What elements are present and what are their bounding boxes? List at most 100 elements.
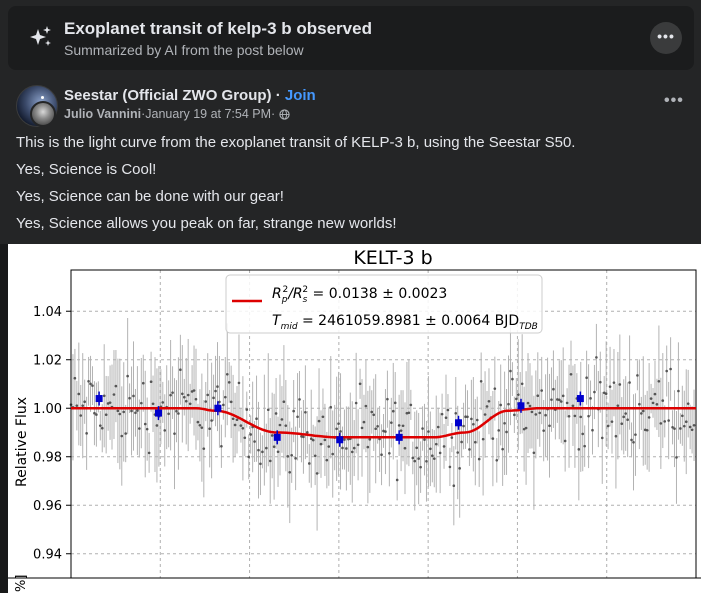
raw-data-point <box>218 400 221 404</box>
post-paragraph: Yes, Science allows you peak on far, str… <box>16 215 397 232</box>
raw-data-point <box>388 451 391 455</box>
raw-data-point <box>688 425 692 429</box>
raw-data-point <box>261 450 264 454</box>
author-avatar[interactable] <box>30 101 56 127</box>
binned-data-point <box>517 402 525 410</box>
raw-data-point <box>317 419 321 423</box>
raw-data-point <box>593 390 596 394</box>
raw-data-point <box>491 437 495 440</box>
raw-data-point <box>391 409 395 413</box>
raw-data-point <box>415 446 419 450</box>
raw-data-point <box>520 382 524 386</box>
separator: · <box>141 107 146 121</box>
raw-data-point <box>643 428 647 432</box>
post-more-button[interactable]: ••• <box>664 92 684 110</box>
raw-data-point <box>112 393 116 396</box>
raw-data-point <box>141 381 145 385</box>
binned-data-point <box>273 433 281 441</box>
raw-data-point <box>577 448 581 451</box>
raw-data-point <box>649 397 653 400</box>
raw-data-point <box>645 428 649 432</box>
raw-data-point <box>192 389 196 392</box>
raw-data-point <box>259 462 262 466</box>
raw-data-point <box>354 401 358 405</box>
raw-data-point <box>307 462 311 465</box>
raw-data-point <box>194 397 198 401</box>
binned-data-point <box>455 419 462 427</box>
post-meta: Julio Vannini · January 19 at 7:54 PM · <box>64 107 290 121</box>
raw-data-point <box>245 408 249 411</box>
raw-data-point <box>175 409 178 413</box>
binned-data-point <box>336 436 344 444</box>
raw-data-point <box>85 432 88 435</box>
raw-data-point <box>557 398 561 402</box>
raw-data-point <box>686 402 690 405</box>
group-name-link[interactable]: Seestar (Official ZWO Group) <box>64 87 272 104</box>
raw-data-point <box>511 377 514 381</box>
raw-data-point <box>602 391 606 395</box>
raw-data-point <box>526 401 530 405</box>
raw-data-point <box>149 380 153 384</box>
raw-data-point <box>479 380 483 383</box>
ai-summary-card[interactable]: Exoplanet transit of kelp-3 b observed S… <box>8 6 694 70</box>
raw-data-point <box>319 442 323 446</box>
raw-data-point <box>372 413 376 417</box>
raw-data-point <box>485 405 489 408</box>
raw-data-point <box>104 413 108 416</box>
raw-data-point <box>210 419 213 422</box>
raw-data-point <box>184 399 188 403</box>
join-link[interactable]: Join <box>284 87 316 104</box>
legend-entry-radius-ratio: Rp2/Rs2 = 0.0138 ± 0.0023 <box>272 285 447 305</box>
raw-data-point <box>368 438 372 441</box>
raw-data-point <box>552 387 555 391</box>
raw-data-point <box>212 396 215 400</box>
raw-data-point <box>534 413 538 416</box>
raw-data-point <box>618 383 622 386</box>
raw-data-point <box>595 356 598 359</box>
raw-data-point <box>138 427 141 430</box>
raw-data-point <box>653 392 657 396</box>
raw-data-point <box>227 381 231 384</box>
binned-data-point <box>155 409 162 417</box>
raw-data-point <box>325 458 329 462</box>
raw-data-point <box>579 415 583 419</box>
ai-summary-more-button[interactable]: ••• <box>650 22 682 54</box>
raw-data-point <box>444 416 448 420</box>
raw-data-point <box>477 457 481 461</box>
raw-data-point <box>397 424 401 427</box>
raw-data-point <box>616 404 620 407</box>
raw-data-point <box>114 384 118 388</box>
post-timestamp-link[interactable]: January 19 at 7:54 PM <box>145 107 272 121</box>
post-image-light-curve[interactable]: KELT-3 b 1.04 1.02 1.00 0.98 0.96 0.94 Relati… <box>8 244 701 593</box>
raw-data-point <box>266 408 270 412</box>
raw-data-point <box>563 439 567 443</box>
raw-data-point <box>345 447 348 450</box>
raw-data-point <box>126 374 129 378</box>
raw-data-point <box>528 404 532 408</box>
raw-data-point <box>145 427 149 431</box>
raw-data-point <box>341 446 344 450</box>
raw-data-point <box>73 376 77 380</box>
model-curve-path <box>71 406 696 439</box>
raw-data-point <box>606 424 610 428</box>
raw-data-point <box>350 450 354 454</box>
raw-data-point <box>421 427 424 430</box>
raw-data-point <box>419 465 422 469</box>
raw-data-point <box>155 424 159 427</box>
raw-data-point <box>548 424 551 428</box>
raw-data-point <box>434 442 438 446</box>
author-name-link[interactable]: Julio Vannini <box>64 107 142 121</box>
raw-data-point <box>438 451 442 455</box>
raw-data-point <box>243 436 247 440</box>
raw-data-point <box>559 400 563 403</box>
raw-data-point <box>130 409 133 413</box>
raw-data-point <box>583 444 586 448</box>
raw-data-point <box>591 428 594 432</box>
raw-data-point <box>270 434 274 437</box>
y-tick-label: 0.94 <box>33 548 62 563</box>
raw-data-point <box>569 373 573 376</box>
raw-data-point <box>641 409 645 413</box>
raw-data-point <box>366 445 370 449</box>
raw-data-point <box>450 436 454 439</box>
raw-data-point <box>663 420 667 423</box>
